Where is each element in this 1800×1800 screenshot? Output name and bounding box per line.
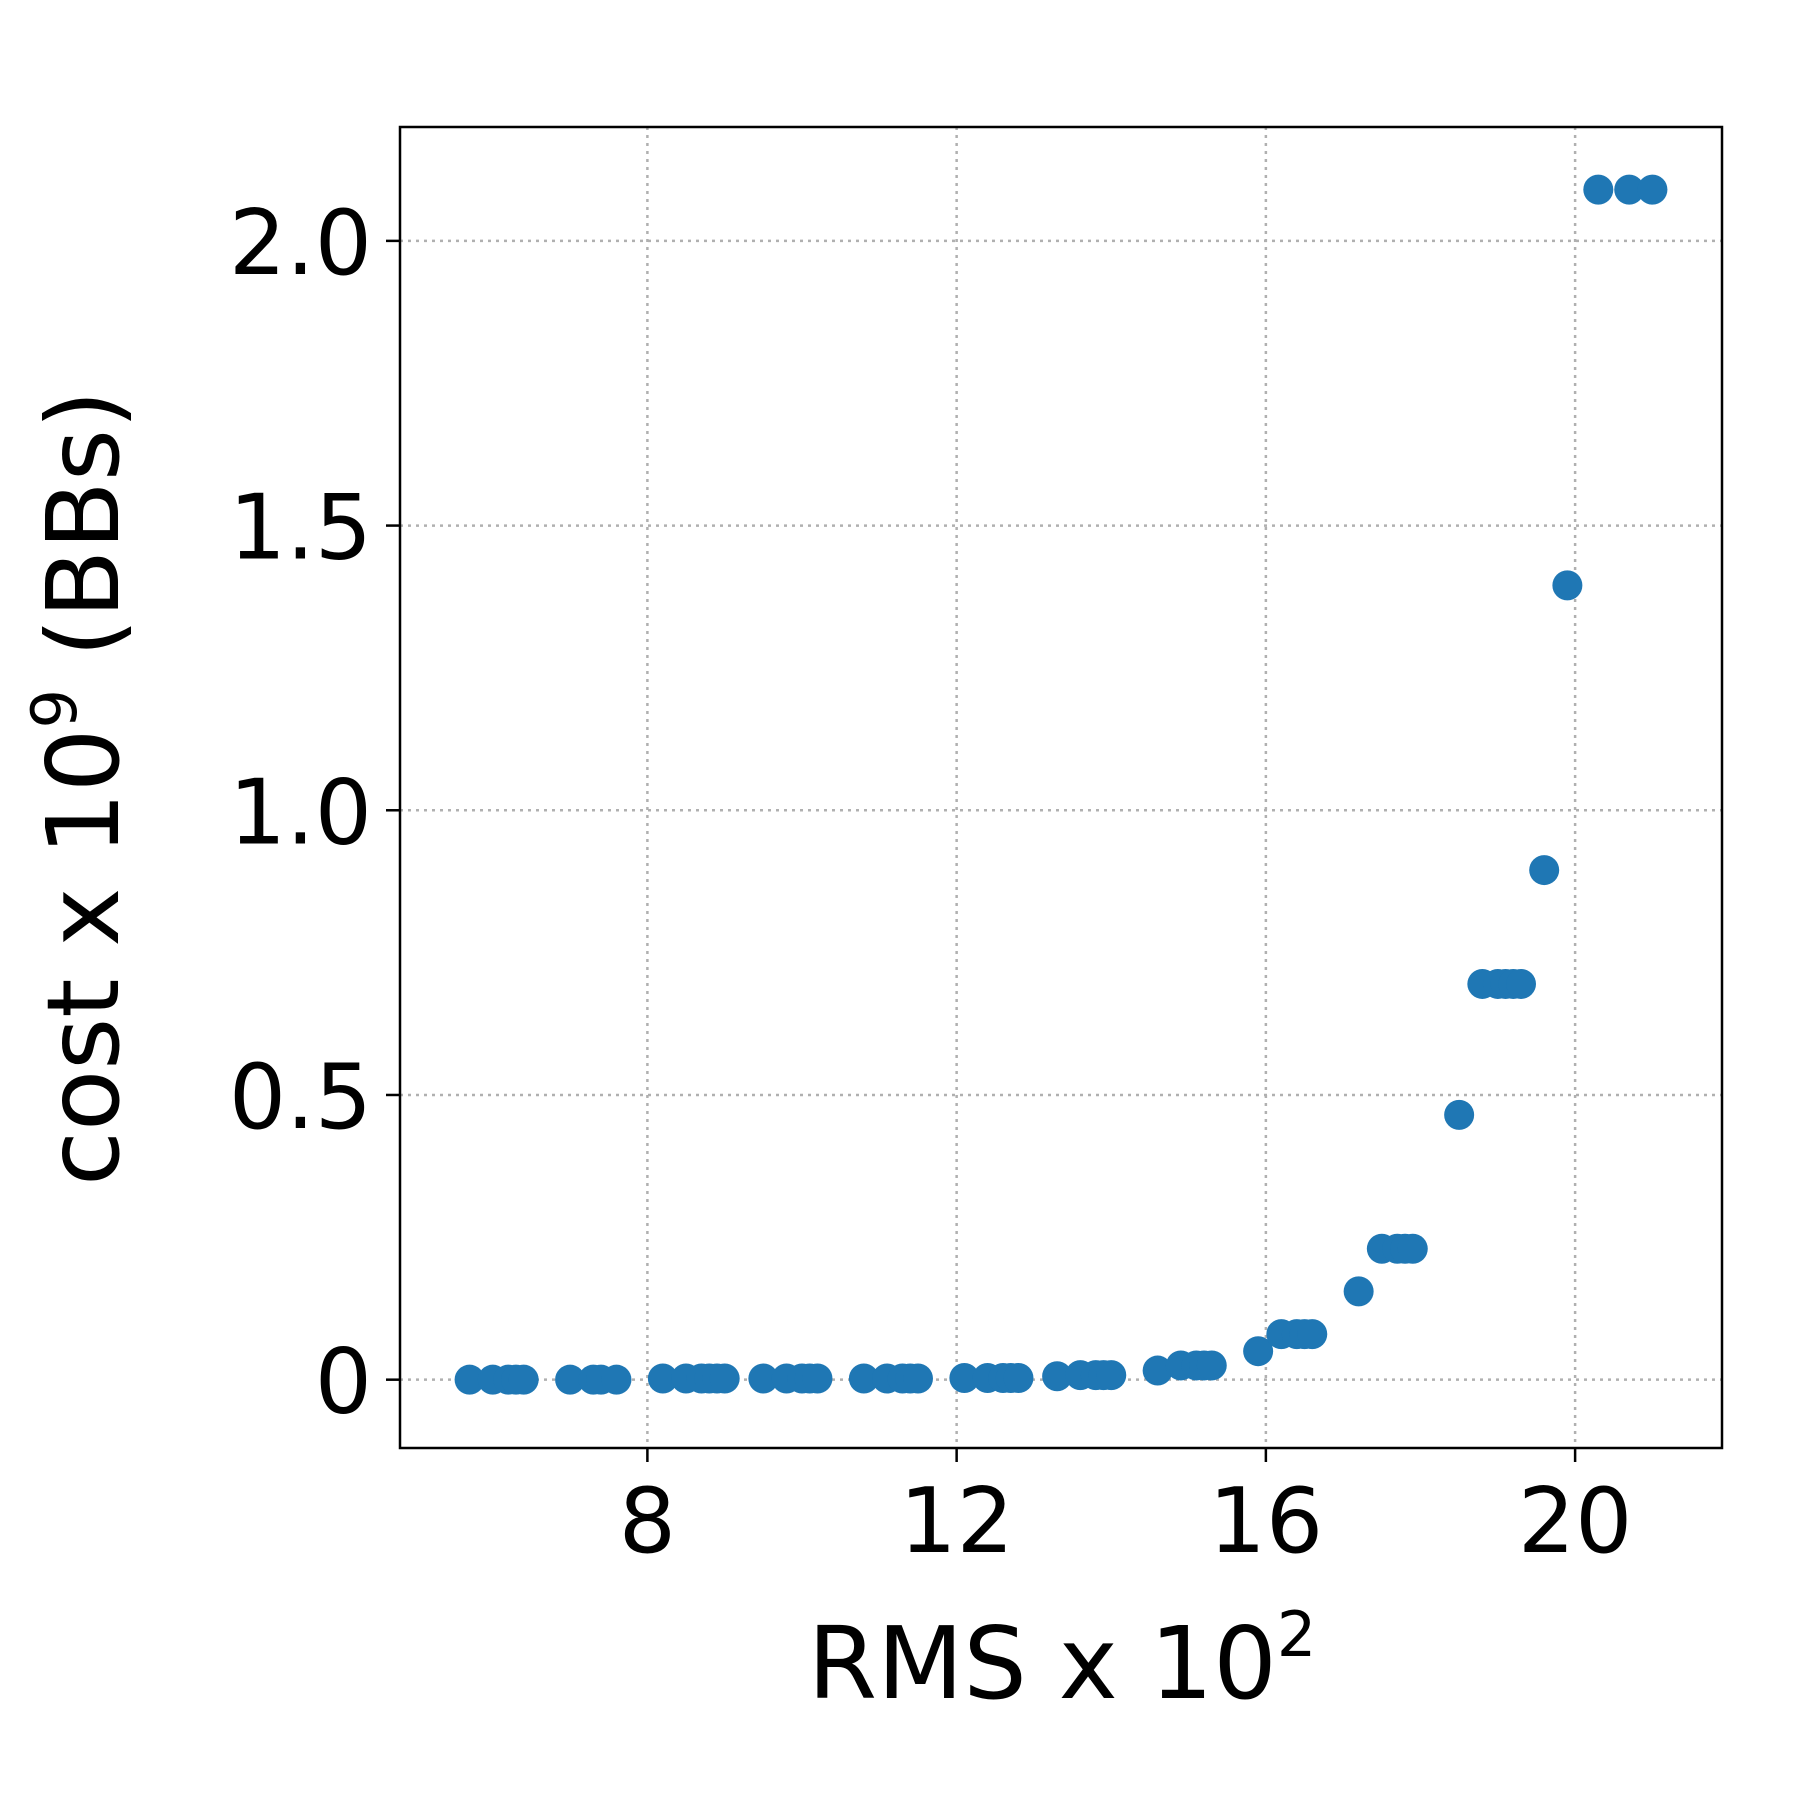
data-point [1243,1336,1274,1367]
y-axis-label-base: cost x 10 [25,729,142,1186]
data-point [647,1363,678,1394]
data-point [1637,174,1668,205]
data-point [454,1364,485,1395]
x-tick-label: 16 [1209,1469,1324,1574]
plot-frame [398,125,1724,1450]
data-point [1096,1360,1127,1391]
data-point [1505,968,1536,999]
x-tick-label: 12 [899,1469,1014,1574]
data-point [1042,1361,1073,1392]
y-axis-label-exponent: 9 [18,689,91,728]
data-point [802,1363,833,1394]
x-tick-label: 8 [619,1469,676,1574]
data-point [555,1364,586,1395]
data-point [1343,1276,1374,1307]
y-axis-label-suffix: (BBs) [25,390,142,689]
grid [400,127,1722,1448]
x-tick-label: 20 [1518,1469,1633,1574]
data-point [709,1363,740,1394]
data-points [454,174,1668,1395]
y-tick-label: 2.0 [229,191,372,296]
data-point [1142,1355,1173,1386]
data-point [1552,570,1583,601]
data-point [601,1364,632,1395]
data-point [1196,1350,1227,1381]
x-axis-label-base: RMS x 10 [808,1605,1277,1722]
x-axis-label: RMS x 102 [808,1598,1317,1722]
data-point [848,1363,879,1394]
data-point [1614,174,1645,205]
y-tick-label: 1.5 [229,476,372,581]
data-point [1397,1233,1428,1264]
data-point [1444,1099,1475,1130]
axis-ticks: 8 12 16 20 0 0.5 1.0 1.5 2.0 [229,191,1633,1574]
data-point [1583,174,1614,205]
x-axis-label-exponent: 2 [1277,1598,1316,1671]
data-point [1529,855,1560,886]
y-tick-label: 0.5 [229,1045,372,1150]
data-point [902,1363,933,1394]
data-point [748,1363,779,1394]
y-tick-label: 0 [315,1330,372,1435]
data-point [949,1362,980,1393]
data-point [1297,1319,1328,1350]
y-tick-label: 1.0 [229,760,372,865]
y-axis-label: cost x 109 (BBs) [18,390,142,1186]
data-point [1003,1362,1034,1393]
data-point [508,1364,539,1395]
